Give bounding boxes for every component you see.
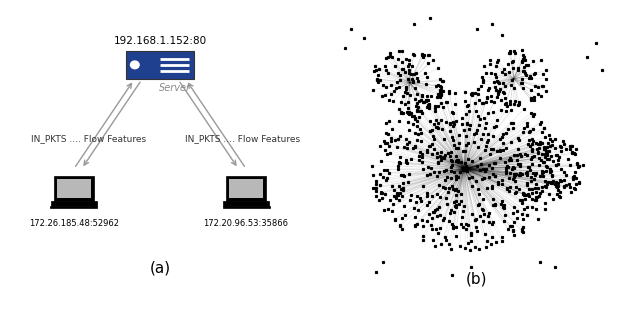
Text: 192.168.1.152:80: 192.168.1.152:80 (113, 36, 207, 46)
Text: 172.20.96.53:35866: 172.20.96.53:35866 (204, 219, 289, 228)
Bar (223, 202, 269, 206)
Bar (51, 202, 97, 206)
Text: (b): (b) (466, 271, 488, 286)
Bar (223, 206, 269, 208)
Bar (229, 179, 263, 198)
Text: Server: Server (159, 83, 191, 93)
Bar (51, 206, 97, 208)
Text: IN_PKTS .... Flow Features: IN_PKTS .... Flow Features (31, 134, 146, 143)
Bar (126, 51, 194, 78)
Text: (a): (a) (149, 260, 171, 275)
Text: 172.26.185.48:52962: 172.26.185.48:52962 (29, 219, 119, 228)
Text: IN_PKTS .... Flow Features: IN_PKTS .... Flow Features (184, 134, 300, 143)
Circle shape (131, 61, 139, 69)
Bar (57, 179, 91, 198)
Bar (54, 176, 94, 202)
Bar (226, 176, 266, 202)
